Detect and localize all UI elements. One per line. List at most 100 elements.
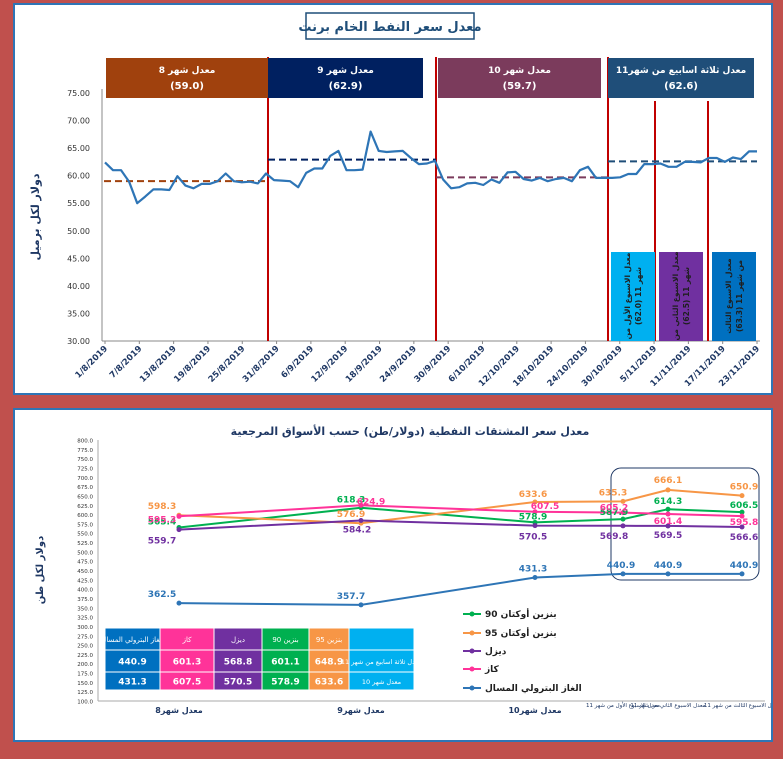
series-point xyxy=(665,487,671,493)
table-cell-value: 431.3 xyxy=(118,678,146,688)
data-label: 578.9 xyxy=(519,512,547,522)
y-tick-label: 450.0 xyxy=(77,569,93,575)
y-axis-title: دولار لكل طن xyxy=(35,536,46,604)
table-cell-value: 648.9 xyxy=(315,658,343,668)
data-label: 624.9 xyxy=(357,497,385,507)
x-category-label: معدل شهر10 xyxy=(508,706,561,715)
x-tick-label: 6/9/2019 xyxy=(279,344,316,381)
data-label: 618.3 xyxy=(337,496,365,506)
y-tick-label: 675.0 xyxy=(77,485,93,491)
average-box xyxy=(438,58,601,98)
series-point xyxy=(665,506,671,512)
brent-chart-svg: معدل سعر النفط الخام برنت 75.00 70.00 65.00… xyxy=(29,12,762,389)
legend-marker xyxy=(469,666,475,672)
x-tick-label: 1/8/2019 xyxy=(74,344,111,381)
data-label: 569.8 xyxy=(600,532,628,542)
y-tick-label: 475.0 xyxy=(77,560,93,566)
y-tick-label: 30.00 xyxy=(67,337,90,346)
legend-marker xyxy=(469,648,475,654)
series-point xyxy=(665,571,671,577)
weekly-average-text-group: معدل الاسبوع الثالث من شهر 11 (63.3) xyxy=(724,258,744,334)
chart-title: معدل سعر المشتقات النفطية (دولار/طن) حسب… xyxy=(231,424,590,438)
series-point xyxy=(358,517,364,523)
data-label: 635.3 xyxy=(599,488,627,498)
series-point xyxy=(620,510,626,516)
y-tick-label: 275.0 xyxy=(77,634,93,640)
data-label: 666.1 xyxy=(654,476,682,486)
series-line xyxy=(178,572,742,606)
data-label: 362.5 xyxy=(148,590,176,600)
table-header-text: بنزين 90 xyxy=(272,636,298,644)
data-label: 431.3 xyxy=(519,564,547,574)
y-tick-label: 725.0 xyxy=(77,466,93,472)
series-point xyxy=(665,511,671,517)
x-tick-label: 31/8/2019 xyxy=(241,344,282,385)
series-point xyxy=(532,523,538,529)
series-line xyxy=(178,519,743,531)
y-tick-label: 100.0 xyxy=(77,700,93,706)
data-label: 357.7 xyxy=(337,592,365,602)
table-cell-value: 601.1 xyxy=(271,658,299,668)
y-tick-label: 800.0 xyxy=(77,439,93,445)
data-label: 576.9 xyxy=(337,510,365,520)
series-point xyxy=(532,499,538,505)
legend-marker xyxy=(469,685,475,691)
legend-marker xyxy=(469,611,475,617)
table-header-cell xyxy=(348,627,415,651)
series-point xyxy=(739,571,745,577)
x-category-label: معدل شهر8 xyxy=(155,706,203,715)
y-tick-label: 175.0 xyxy=(77,672,93,678)
legend-label: ديزل xyxy=(485,647,507,657)
legend-label: بنزين أوكتان 95 xyxy=(485,627,557,639)
series-point xyxy=(739,493,745,499)
data-label: 607.5 xyxy=(531,502,559,512)
data-label: 650.9 xyxy=(730,483,758,493)
y-tick-label: 325.0 xyxy=(77,616,93,622)
x-category-label: معدل الاسبوع الثاني من شهر 11 xyxy=(630,703,705,709)
table-header-text: ديزل xyxy=(231,636,245,644)
weekly-average-label: معدل الاسبوع الأول من xyxy=(623,252,632,339)
chart-title-box xyxy=(305,12,475,40)
table-cell-value: 578.9 xyxy=(271,678,299,688)
table-cell-value: 633.6 xyxy=(315,678,343,688)
brent-chart-panel: معدل سعر النفط الخام برنت 75.00 70.00 65.00… xyxy=(13,3,773,395)
x-category-label: معدل الاسبوع الأول من شهر 11 xyxy=(586,701,660,709)
average-box-label: معدل شهر 8 xyxy=(159,66,216,76)
y-tick-label: 300.0 xyxy=(77,625,93,631)
y-tick-label: 400.0 xyxy=(77,588,93,594)
x-category-label: معدل الاسبوع الثالث من شهر 11 xyxy=(704,703,771,709)
table-header-text: بنزين 95 xyxy=(316,636,342,644)
data-label: 565.4 xyxy=(148,517,176,527)
brent-price-line xyxy=(104,130,757,205)
table-row-label: معدل شهر 10 xyxy=(362,678,401,686)
y-tick-label: 60.00 xyxy=(67,172,90,181)
y-tick-label: 550.0 xyxy=(77,532,93,538)
weekly-average-box xyxy=(712,252,756,341)
y-tick-label: 35.00 xyxy=(67,309,90,318)
series-point xyxy=(620,523,626,529)
data-label: 601.4 xyxy=(654,517,682,527)
series-point xyxy=(665,523,671,529)
table-cell-value: 568.8 xyxy=(224,658,252,668)
y-tick-label: 700.0 xyxy=(77,476,93,482)
legend-marker xyxy=(469,630,475,636)
table-cell xyxy=(348,671,415,691)
series-point xyxy=(620,498,626,504)
data-label: 584.2 xyxy=(343,525,371,535)
data-label: 570.5 xyxy=(519,533,547,543)
average-box-label: معدل ثلاثة اسابيع من شهر11 xyxy=(616,66,746,76)
table-cell-value: 607.5 xyxy=(173,678,201,688)
x-tick-label: 7/8/2019 xyxy=(108,344,145,381)
legend-label: الغاز البترولي المسال xyxy=(485,684,582,694)
y-tick-label: 75.00 xyxy=(67,89,90,98)
series-point xyxy=(620,571,626,577)
weekly-average-text-group: معدل الاسبوع الأول من شهر 11 (62.0) xyxy=(623,252,643,339)
series-point xyxy=(176,600,182,606)
weekly-average-label: من شهر 11 (63.3) xyxy=(735,260,744,332)
data-label: 595.3 xyxy=(148,515,176,525)
data-label: 606.5 xyxy=(730,501,758,511)
table-cell-value: 601.3 xyxy=(173,658,201,668)
data-label: 598.3 xyxy=(148,502,176,512)
series-line xyxy=(178,504,743,518)
y-tick-label: 500.0 xyxy=(77,550,93,556)
